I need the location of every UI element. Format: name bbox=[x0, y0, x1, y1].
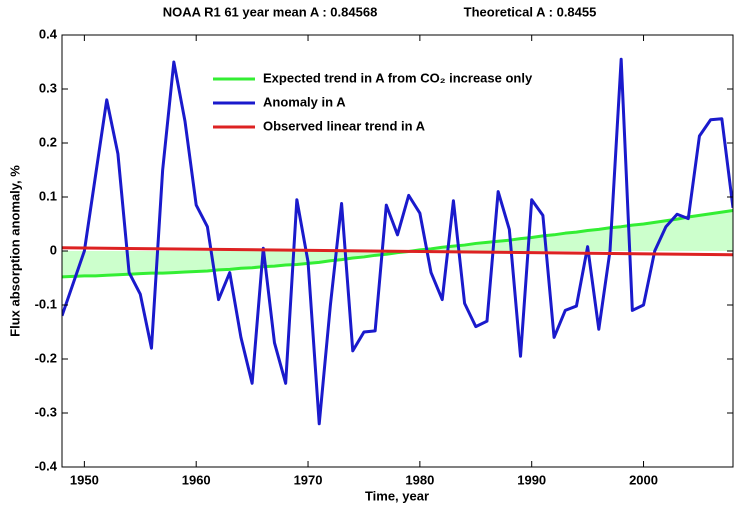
chart-title: NOAA R1 61 year mean A : 0.84568 bbox=[163, 4, 378, 19]
y-tick-label: -0.3 bbox=[35, 404, 57, 419]
x-tick-label: 2000 bbox=[629, 472, 658, 487]
y-axis-label: Flux absorption anomaly, % bbox=[7, 165, 22, 337]
x-axis-label: Time, year bbox=[365, 488, 429, 503]
y-tick-label: 0.1 bbox=[39, 188, 57, 203]
x-tick-label: 1970 bbox=[294, 472, 323, 487]
y-tick-label: 0.4 bbox=[39, 26, 58, 41]
line bbox=[62, 57, 733, 426]
area-fill bbox=[62, 210, 733, 277]
legend-label: Anomaly in A bbox=[263, 94, 346, 109]
chart-title-right: Theoretical A : 0.8455 bbox=[464, 4, 597, 19]
y-tick-label: 0 bbox=[50, 242, 57, 257]
y-tick-label: -0.4 bbox=[35, 458, 58, 473]
y-tick-label: 0.3 bbox=[39, 80, 57, 95]
y-tick-label: 0.2 bbox=[39, 134, 57, 149]
legend-label: Expected trend in A from CO₂ increase on… bbox=[263, 70, 533, 85]
x-tick-label: 1960 bbox=[182, 472, 211, 487]
x-tick-label: 1950 bbox=[70, 472, 99, 487]
legend-label: Observed linear trend in A bbox=[263, 118, 426, 133]
y-tick-label: -0.2 bbox=[35, 350, 57, 365]
x-tick-label: 1980 bbox=[405, 472, 434, 487]
line bbox=[62, 246, 733, 257]
y-tick-label: -0.1 bbox=[35, 296, 57, 311]
x-tick-label: 1990 bbox=[517, 472, 546, 487]
